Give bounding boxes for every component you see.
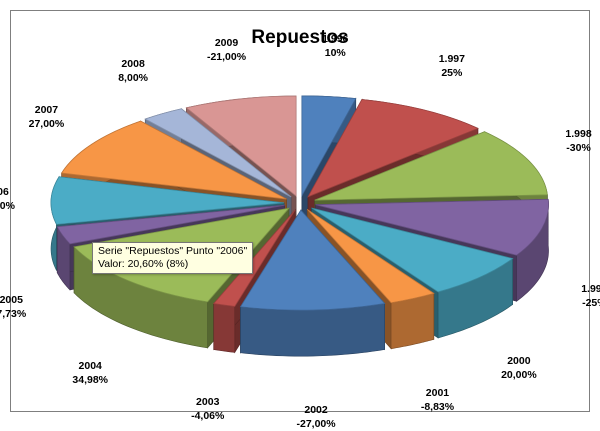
slice-top <box>60 120 287 200</box>
slice-label-2003: 2003 -4,06% <box>191 395 224 423</box>
slice-category-label: 2009 <box>214 36 239 49</box>
slice-category-label: 1.999 <box>581 283 600 296</box>
slice-label-1.998: 1.998 -30% <box>565 127 591 155</box>
slice-top <box>50 176 285 225</box>
slice-value-label: 27,00% <box>28 117 65 130</box>
slice-rim <box>213 303 236 353</box>
slice-label-1.999: 1.999-25% <box>581 282 600 310</box>
slice-label-2004: 2004 34,98% <box>72 359 108 387</box>
slice-category-label: 2005 <box>0 293 23 306</box>
slice-top <box>301 95 357 198</box>
slice-label-1.996: 1.996 10% <box>322 32 348 60</box>
pie-slice-2002 <box>239 209 386 357</box>
slice-category-label: 2002 <box>304 403 328 416</box>
slice-category-label: 2006 <box>0 186 9 199</box>
slice-top <box>314 131 548 201</box>
slice-label-2001: 2001 -8,83% <box>421 386 454 414</box>
chart-title: Repuestos <box>251 27 349 48</box>
slice-label-2005: 20057,73% <box>0 293 26 321</box>
slice-label-1.997: 1.997 25% <box>439 52 465 80</box>
tooltip-line-series: Serie "Repuestos" Punto "2006" <box>98 245 248 257</box>
slice-value-label: -25% <box>582 297 600 310</box>
slice-category-label: 2008 <box>121 58 145 71</box>
slice-top <box>307 99 479 198</box>
slice-value-label: 20,60% <box>0 200 15 213</box>
data-point-tooltip: Serie "Repuestos" Punto "2006" Valor: 20… <box>92 242 254 274</box>
slice-label-2007: 2007 27,00% <box>29 103 65 131</box>
slice-label-2006: 200620,60% <box>0 185 15 213</box>
slice-value-label: -4,06% <box>191 410 225 423</box>
slice-value-label: 34,98% <box>72 373 109 386</box>
slice-category-label: 2007 <box>34 103 59 116</box>
slice-value-label: -8,83% <box>420 400 455 413</box>
slice-top <box>56 204 285 245</box>
slice-category-label: 2001 <box>425 386 450 399</box>
slice-value-label: 25% <box>441 67 463 80</box>
slice-label-2009: 2009 -21,00% <box>207 36 246 64</box>
slice-value-label: 8,00% <box>118 72 148 85</box>
slice-category-label: 1.998 <box>565 127 592 140</box>
slice-category-label: 2000 <box>507 355 531 368</box>
slice-label-2008: 2008 8,00% <box>118 57 148 85</box>
slice-category-label: 1.997 <box>438 53 465 66</box>
slice-label-2000: 2000 20,00% <box>501 354 537 382</box>
slice-category-label: 1.996 <box>322 33 349 46</box>
slice-top <box>212 209 296 307</box>
tooltip-line-value: Valor: 20,60% (8%) <box>98 258 189 270</box>
slice-value-label: 7,73% <box>0 307 27 320</box>
slice-category-label: 2003 <box>196 396 220 409</box>
slice-rim <box>240 303 385 357</box>
slice-value-label: 20,00% <box>501 369 537 382</box>
slice-label-2002: 2002 -27,00% <box>296 403 335 431</box>
slice-top <box>144 108 292 198</box>
slice-top <box>315 198 549 256</box>
slice-top <box>306 209 435 304</box>
slice-top <box>239 209 386 311</box>
slice-value-label: -21,00% <box>206 50 247 63</box>
slice-category-label: 2004 <box>78 359 102 372</box>
slice-value-label: -30% <box>566 141 591 154</box>
slice-top <box>185 95 297 197</box>
slice-value-label: 10% <box>324 47 346 60</box>
slice-top <box>311 207 514 293</box>
